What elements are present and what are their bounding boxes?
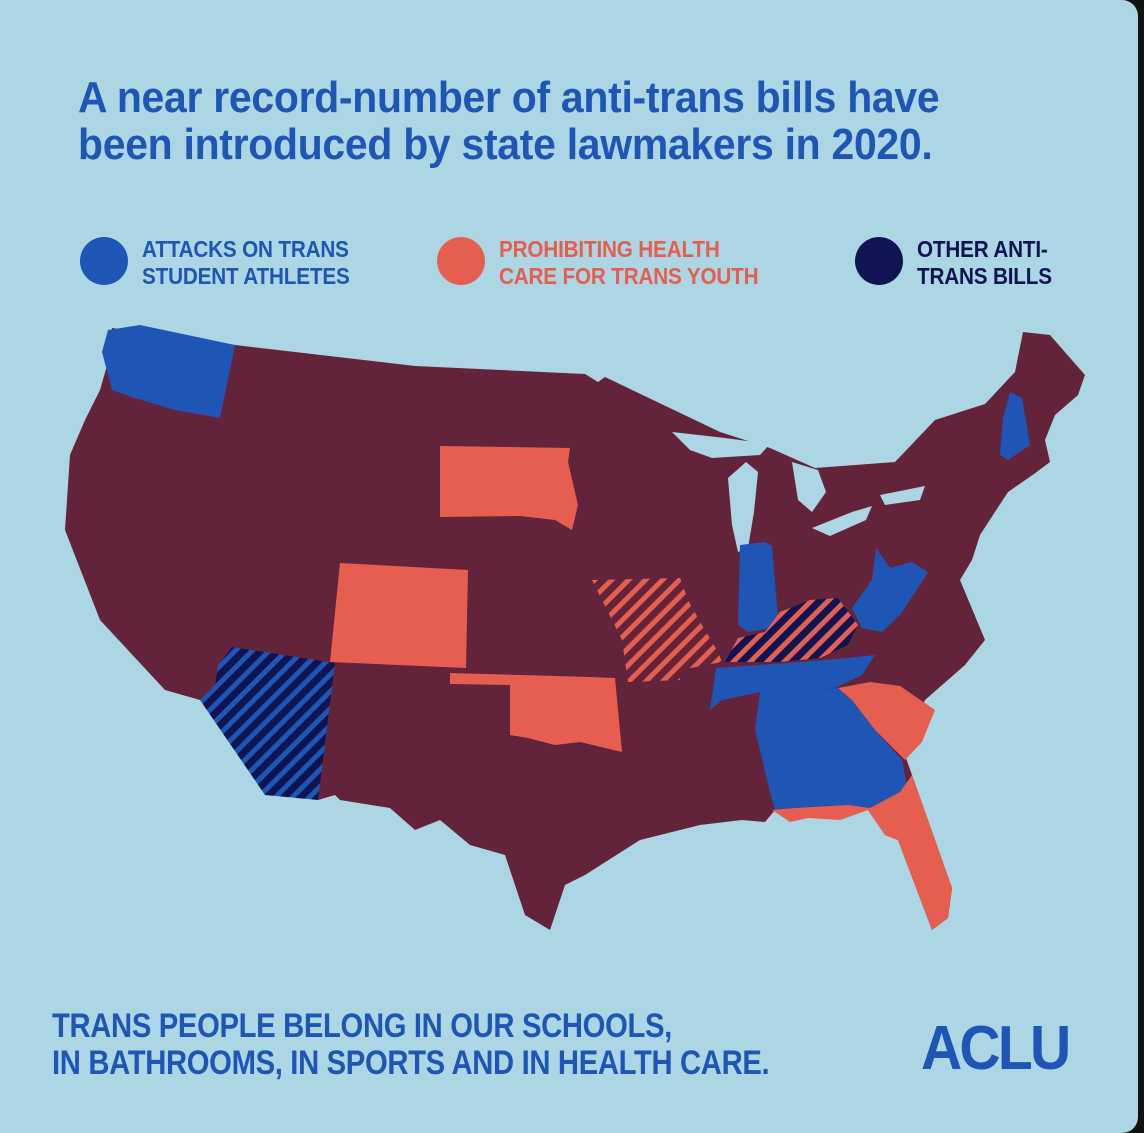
state-missouri — [592, 578, 722, 682]
legend-swatch-health-care — [437, 237, 485, 285]
legend-item-health-care: PROHIBITING HEALTH CARE FOR TRANS YOUTH — [437, 236, 787, 290]
lake-superior — [672, 432, 770, 458]
legend-swatch-other — [855, 237, 903, 285]
lake-ontario — [880, 486, 925, 505]
headline-line-1: A near record-number of anti-trans bills… — [78, 73, 940, 122]
state-kentucky — [725, 598, 858, 662]
legend-swatch-athletes — [80, 237, 128, 285]
state-west-virginia — [852, 548, 928, 632]
legend-label-athletes: ATTACKS ON TRANS STUDENT ATHLETES — [142, 236, 350, 289]
lake-erie — [812, 506, 872, 536]
state-indiana — [738, 542, 778, 632]
legend-item-athletes: ATTACKS ON TRANS STUDENT ATHLETES — [80, 236, 373, 290]
state-tennessee — [710, 655, 875, 710]
legend-item-other: OTHER ANTI- TRANS BILLS — [855, 236, 1067, 290]
tagline-line-2: IN BATHROOMS, IN SPORTS AND IN HEALTH CA… — [52, 1043, 770, 1082]
legend-label-other: OTHER ANTI- TRANS BILLS — [917, 236, 1052, 289]
state-colorado — [330, 563, 468, 668]
headline: A near record-number of anti-trans bills… — [78, 74, 1027, 168]
legend-label-health-care: PROHIBITING HEALTH CARE FOR TRANS YOUTH — [499, 236, 759, 289]
tagline-line-1: TRANS PEOPLE BELONG IN OUR SCHOOLS, — [52, 1007, 672, 1045]
state-oklahoma — [450, 673, 622, 752]
lake-huron — [792, 462, 826, 512]
aclu-logo: ACLU — [921, 1014, 1071, 1083]
state-south-carolina — [838, 682, 935, 760]
lake-michigan — [728, 462, 758, 552]
tagline: TRANS PEOPLE BELONG IN OUR SCHOOLS, IN B… — [52, 1007, 770, 1082]
state-washington — [102, 325, 235, 418]
state-south-dakota — [440, 446, 578, 530]
state-florida — [772, 775, 952, 930]
state-arizona — [200, 647, 335, 800]
headline-line-2: been introduced by state lawmakers in 20… — [78, 120, 933, 170]
state-new-hampshire — [1000, 392, 1030, 460]
state-georgia — [755, 688, 908, 810]
